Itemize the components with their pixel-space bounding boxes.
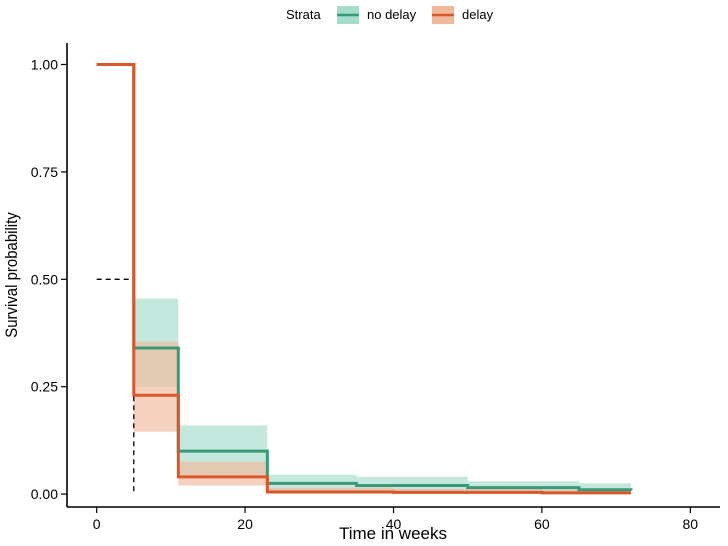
legend-title: Strata [286,7,321,22]
curve-delay [96,62,631,495]
y-tick-label: 0.75 [31,164,58,180]
x-tick-label: 40 [386,516,402,532]
x-tick-label: 20 [237,516,253,532]
x-ticks: 0 20 40 60 80 [93,507,699,532]
x-tick-label: 80 [683,516,699,532]
y-tick-label: 0.25 [31,379,58,395]
curve-no-delay [96,62,633,492]
plot-area [96,62,633,495]
y-ticks: 0.00 0.25 0.50 0.75 1.00 [31,56,67,502]
y-tick-label: 0.00 [31,486,58,502]
y-tick-label: 0.50 [31,271,58,287]
y-axis-title: Survival probability [3,212,21,337]
x-axis-title: Time in weeks [339,524,447,543]
legend-label-no-delay: no delay [367,7,417,22]
x-tick-label: 0 [93,516,101,532]
legend-label-delay: delay [462,7,494,22]
legend: Strata no delay delay [286,6,494,24]
x-tick-label: 60 [534,516,550,532]
y-tick-label: 1.00 [31,56,58,72]
